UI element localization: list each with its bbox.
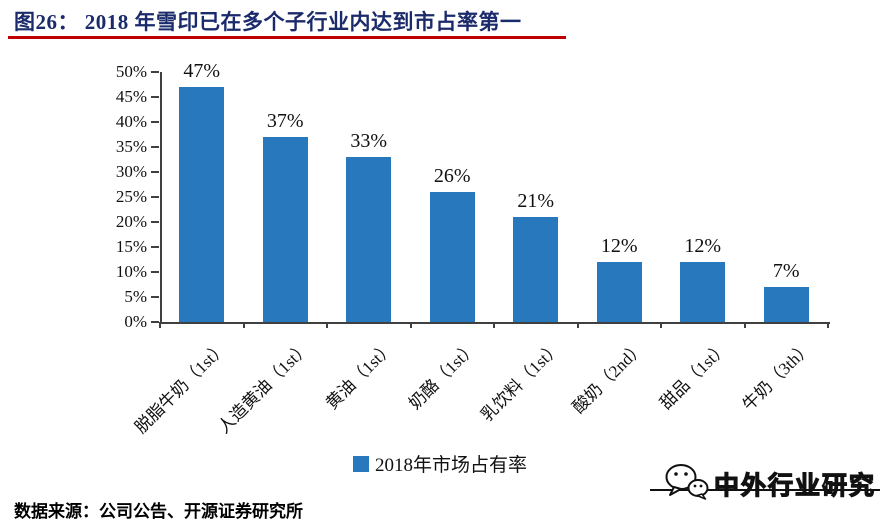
figure-title: 图26： 2018 年雪印已在多个子行业内达到市占率第一 [14, 10, 522, 34]
x-tick [326, 322, 328, 328]
x-tick [242, 322, 245, 328]
plot-area [160, 72, 830, 324]
y-tick-label: 50% [115, 62, 147, 81]
y-tick [151, 146, 159, 148]
bar [179, 87, 225, 322]
y-tick [151, 96, 159, 98]
x-tick [159, 322, 161, 328]
bar [763, 287, 809, 322]
bar [346, 157, 392, 322]
bar-value-label: 37% [266, 110, 304, 132]
y-tick [151, 121, 159, 123]
bar [680, 262, 726, 322]
bar-value-label: 47% [183, 60, 221, 82]
y-tick-label: 15% [115, 237, 147, 256]
y-tick-label: 5% [124, 287, 147, 306]
y-tick [151, 321, 159, 323]
bar [262, 137, 308, 322]
y-tick-label: 20% [115, 212, 147, 231]
x-category-label: 黄油（1st） [322, 337, 398, 414]
watermark: 中外行业研究 [650, 462, 880, 502]
y-tick [151, 196, 159, 198]
x-tick [409, 322, 412, 328]
bar-value-label: 12% [600, 235, 638, 257]
y-tick-label: 25% [115, 187, 147, 206]
y-tick [151, 296, 159, 298]
x-tick [743, 322, 746, 328]
bar [429, 192, 475, 322]
legend-swatch-icon [352, 455, 369, 472]
x-category-label: 甜品（1st） [656, 337, 732, 414]
bar [596, 262, 642, 322]
y-tick-label: 10% [115, 262, 147, 281]
watermark-text: 中外行业研究 [713, 472, 877, 500]
x-tick [576, 322, 579, 328]
y-tick [151, 246, 159, 248]
wechat-logo-icon [664, 462, 710, 505]
bar-value-label: 7% [772, 260, 800, 282]
bar-value-label: 26% [433, 165, 471, 187]
x-tick [660, 322, 662, 328]
x-tick [493, 322, 495, 328]
legend: 2018年市场占有率 [0, 450, 880, 477]
bar-value-label: 12% [684, 235, 722, 257]
title-underline [8, 36, 566, 39]
y-tick-label: 45% [115, 87, 147, 106]
x-category-label: 奶酪（1st） [405, 337, 482, 414]
y-tick-label: 30% [115, 162, 147, 181]
x-category-label: 牛奶（3th） [738, 337, 816, 415]
legend-label: 2018年市场占有率 [374, 455, 527, 476]
x-tick [827, 322, 829, 328]
x-category-label: 酸奶（2nd） [568, 337, 649, 418]
bar [513, 217, 559, 322]
y-tick-label: 40% [115, 112, 147, 131]
y-tick-label: 0% [124, 312, 147, 331]
y-tick [151, 71, 159, 73]
bar-value-label: 33% [350, 130, 388, 152]
x-category-label: 乳饮料（1st） [477, 337, 565, 426]
bar-value-label: 21% [517, 190, 555, 212]
y-tick [151, 171, 159, 173]
y-tick-label: 35% [115, 137, 147, 156]
y-tick [151, 271, 159, 273]
y-tick [151, 221, 159, 223]
watermark-strikethrough [650, 489, 880, 491]
data-source: 数据来源：公司公告、开源证券研究所 [14, 502, 303, 521]
